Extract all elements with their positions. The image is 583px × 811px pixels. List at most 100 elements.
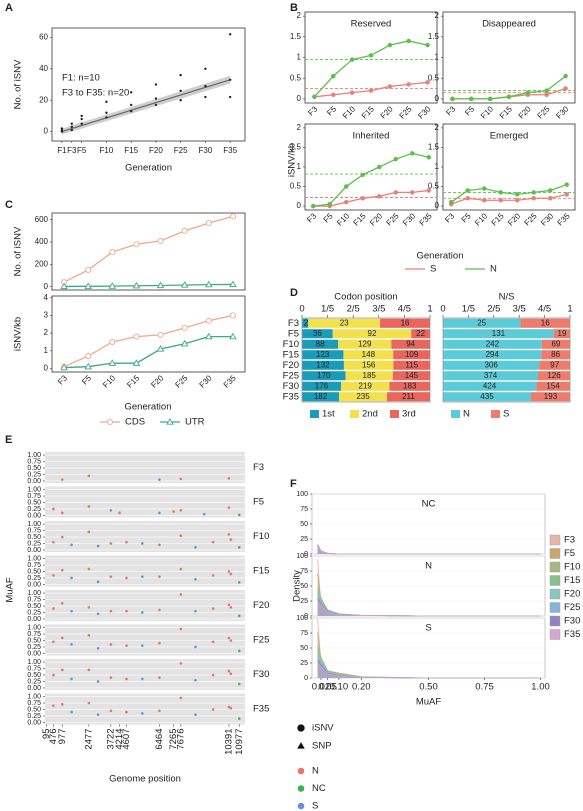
- value-label: 23: [340, 318, 349, 327]
- marker: [85, 353, 92, 360]
- value-label: 374: [484, 371, 498, 380]
- y-tick-label: 1: [297, 162, 302, 171]
- value-label: 242: [486, 339, 500, 348]
- legend-label: S: [312, 801, 318, 811]
- x-tick-label: F15: [124, 146, 138, 155]
- marker: [133, 241, 140, 248]
- value-label: 182: [314, 392, 328, 401]
- y-tick-label: 0.75: [27, 596, 41, 603]
- legend-swatch: [549, 534, 561, 546]
- point: [158, 511, 161, 515]
- marker: [525, 90, 531, 95]
- point: [194, 713, 197, 716]
- value-label: 16: [401, 318, 410, 327]
- annotation: F1: n=10: [62, 73, 100, 84]
- point: [194, 546, 197, 549]
- point: [154, 83, 158, 86]
- y-tick-label: 200: [35, 259, 49, 268]
- x-tick-label: F1: [57, 146, 67, 155]
- legend-label: 2nd: [362, 409, 378, 420]
- y-tick-label: 2: [297, 11, 302, 20]
- point: [60, 636, 64, 640]
- bar-segment: [530, 392, 570, 402]
- marker: [377, 194, 382, 199]
- point: [52, 574, 55, 577]
- marker: [387, 84, 393, 89]
- y-tick-label: 1.00: [27, 521, 41, 528]
- bar-segment: [302, 371, 346, 381]
- point: [60, 535, 64, 539]
- density-line: [317, 545, 541, 555]
- point: [141, 611, 144, 614]
- y-tick-label: 1.00: [27, 486, 41, 493]
- y-tick-label: 4: [44, 293, 49, 302]
- marker: [410, 151, 415, 156]
- legend-swatch: [549, 561, 561, 573]
- strip-label: F3: [253, 462, 264, 473]
- marker: [368, 88, 374, 93]
- legend-label: F20: [564, 589, 580, 600]
- y-tick-label: 2: [435, 123, 440, 132]
- value-label: 36: [313, 329, 322, 338]
- y-tick-label: 1: [44, 346, 49, 355]
- y-tick-label: 0.50: [27, 706, 41, 713]
- series-line: [64, 336, 233, 369]
- marker: [531, 190, 537, 195]
- point: [125, 677, 128, 681]
- point: [52, 704, 55, 707]
- point: [154, 97, 158, 100]
- strip-label: F15: [253, 566, 269, 577]
- point: [194, 577, 197, 581]
- y-tick-label: 0.25: [27, 540, 41, 547]
- bar-segment: [302, 381, 341, 391]
- value-label: 131: [492, 329, 506, 338]
- point: [87, 474, 91, 478]
- marker: [109, 249, 116, 256]
- x-tick-label: F5: [460, 211, 473, 224]
- y-tick-label: 1.5: [290, 143, 302, 152]
- marker: [132, 359, 141, 366]
- value-label: 211: [402, 392, 415, 401]
- y-tick-label: 0.50: [27, 465, 41, 472]
- marker: [531, 196, 537, 201]
- x-tick-label: 3722: [105, 729, 116, 750]
- y-tick-label: 2: [297, 123, 302, 132]
- y-tick-label: 0.5: [290, 182, 302, 191]
- marker: [229, 213, 236, 220]
- legend-label: NC: [312, 783, 326, 794]
- point: [237, 546, 241, 549]
- y-tick-label: 0.25: [27, 678, 41, 685]
- marker: [544, 92, 549, 97]
- legend-label: SNP: [312, 741, 332, 752]
- bar-segment: [343, 360, 394, 370]
- strip-label: F5: [253, 497, 264, 508]
- marker: [229, 312, 236, 319]
- bar-segment: [443, 381, 537, 391]
- value-label: 183: [403, 381, 417, 390]
- value-label: 115: [405, 360, 418, 369]
- y-tick-label: 0: [297, 94, 302, 103]
- marker: [425, 42, 430, 48]
- x-tick-label: 977: [57, 729, 68, 745]
- point: [229, 572, 233, 576]
- bar-segment: [302, 318, 309, 328]
- y-tick-label: 0.25: [27, 644, 41, 651]
- x-axis-label: MuAF: [416, 697, 442, 708]
- bar-segment: [302, 392, 340, 402]
- y-tick-label: 0.75: [27, 700, 41, 707]
- point: [105, 111, 108, 114]
- x-tick-label: F5: [80, 373, 93, 386]
- x-tick-label: F25: [173, 373, 190, 390]
- value-label: 148: [362, 350, 376, 359]
- legend-label: 3rd: [402, 409, 416, 420]
- marker: [368, 53, 374, 58]
- point: [60, 478, 64, 481]
- x-tick-label: 4214: [114, 729, 125, 750]
- row-label: F35: [283, 391, 299, 402]
- point: [141, 542, 144, 545]
- legend-swatch: [491, 410, 500, 418]
- y-tick-label: 0: [44, 364, 49, 373]
- x-tick-label: F35: [418, 211, 435, 228]
- x-tick-label: F30: [554, 104, 571, 121]
- point: [141, 575, 144, 578]
